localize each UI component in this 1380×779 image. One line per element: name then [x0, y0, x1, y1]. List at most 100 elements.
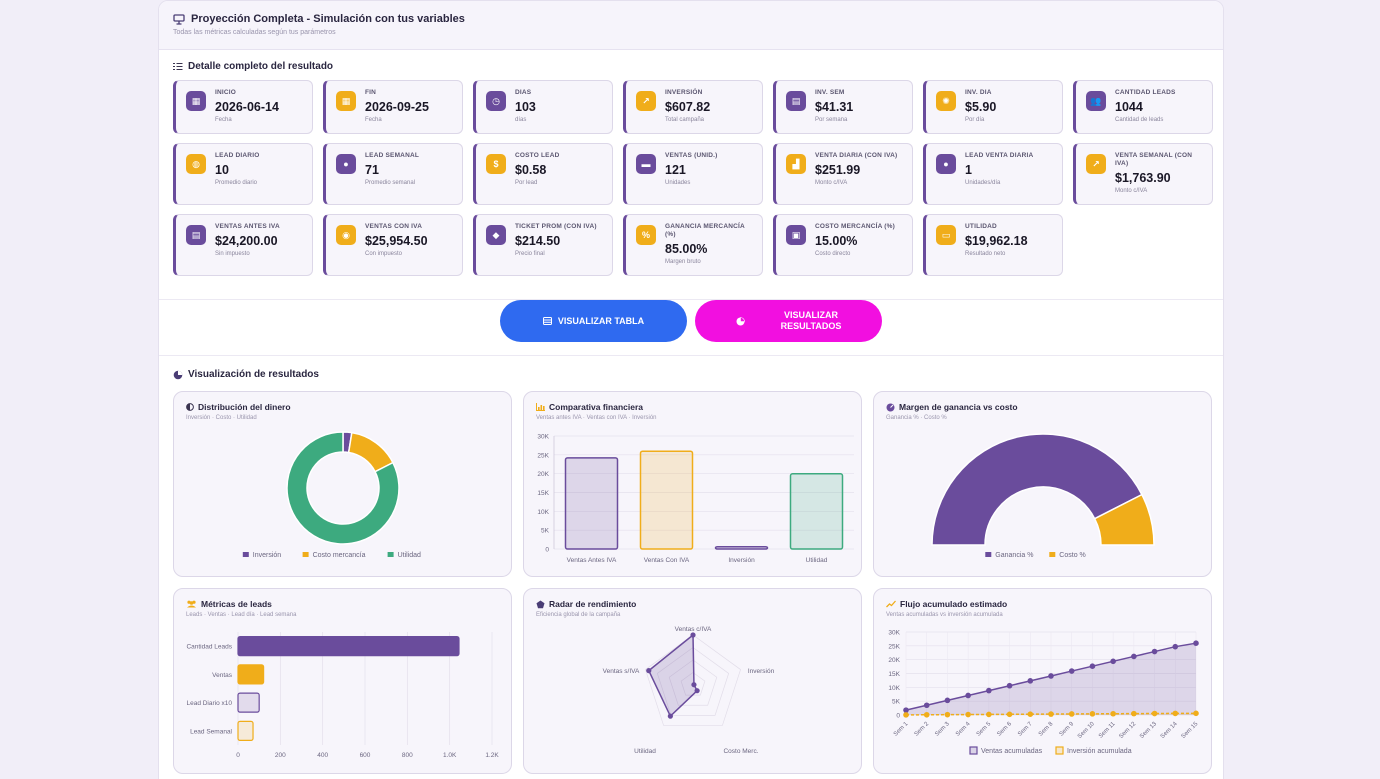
metric-label: COSTO LEAD [515, 152, 560, 159]
metric-card: ◉ VENTAS CON IVA $25,954.50 Con impuesto [323, 214, 463, 276]
sun-icon: ✺ [936, 91, 956, 111]
details-section: Detalle completo del resultado ▦ INICIO 20… [159, 50, 1223, 300]
metric-value: 15.00% [815, 234, 858, 248]
chart-subtitle: Ventas antes IVA · Ventas con IVA · Inve… [536, 415, 657, 421]
panel-subtitle: Todas las métricas calculadas según tus … [173, 29, 336, 36]
x-tick-label: Sem 5 [976, 721, 993, 738]
half-circle-icon [186, 403, 194, 411]
metric-card: ● LEAD SEMANAL 71 Promedio semanal [323, 143, 463, 205]
series-area [906, 643, 1196, 715]
metric-card: ◍ LEAD DIARIO 10 Promedio diario [173, 143, 313, 205]
metric-label: INVERSIÓN [665, 89, 703, 96]
y-tick-label: 0 [545, 547, 549, 554]
visualization-section: Visualización de resultados Inversión Cos… [159, 356, 1223, 774]
metric-label: VENTA DIARIA (CON IVA) [815, 152, 898, 159]
table-icon [542, 317, 552, 325]
coins-icon: ◉ [336, 225, 356, 245]
calendar-week-icon: ▤ [786, 91, 806, 111]
donut-slice [286, 431, 400, 545]
legend-label: Costo % [1059, 552, 1085, 559]
series-point [1193, 640, 1199, 646]
y-tick-label: 5K [541, 528, 550, 535]
radar-icon [536, 600, 545, 609]
legend-label: Inversión [253, 552, 282, 559]
metric-card: ▬ VENTAS (UNID.) 121 Unidades [623, 143, 763, 205]
metric-caption: Con impuesto [365, 251, 403, 257]
users-icon: 👥 [1086, 91, 1106, 111]
legend-swatch [1055, 746, 1064, 755]
metric-value: $24,200.00 [215, 234, 278, 248]
x-tick-label: Sem 6 [996, 721, 1013, 738]
x-tick-label: Sem 13 [1139, 721, 1158, 740]
series-point [1006, 682, 1013, 689]
metric-caption: Unidades [665, 180, 691, 186]
metric-value: $0.58 [515, 163, 547, 177]
chart-line-icon: ↗ [1086, 154, 1106, 174]
gauge-slice [931, 433, 1143, 546]
metric-caption: Por día [965, 117, 985, 123]
action-bar: VISUALIZAR TABLA VISUALIZAR RESULTADOS [159, 300, 1223, 356]
radar-point [694, 688, 700, 694]
visualize-results-button[interactable]: VISUALIZAR RESULTADOS [695, 300, 882, 342]
x-tick-label: Sem 15 [1181, 721, 1200, 740]
metric-card: ◷ DIAS 103 días [473, 80, 613, 134]
metric-value: 1044 [1115, 100, 1143, 114]
metric-card: % GANANCIA MERCANCÍA (%) 85.00% Margen brut… [623, 214, 763, 276]
metric-caption: Costo directo [815, 251, 851, 257]
x-tick-label: 400 [317, 752, 328, 759]
chart-subtitle: Leads · Ventas · Lead día · Lead semana [186, 612, 297, 618]
radar-point [690, 632, 696, 638]
metric-value: $5.90 [965, 100, 997, 114]
gauge-chart: Ganancia % Costo % [931, 433, 1155, 559]
chart-money-distribution: Inversión Costo mercancía Utilidad Distrib… [173, 391, 512, 577]
y-tick-label: 25K [537, 452, 549, 459]
radar-point [691, 682, 697, 688]
series-point [1151, 710, 1158, 717]
series-point [923, 711, 930, 718]
metric-label: GANANCIA MERCANCÍA (%) [665, 223, 745, 238]
y-tick-label: Lead Diario x10 [186, 700, 232, 707]
radar-area [647, 633, 699, 718]
metric-caption: Por lead [515, 180, 538, 186]
cart-icon: ▬ [636, 154, 656, 174]
bar [237, 636, 460, 657]
legend-label: Inversión acumulada [1067, 748, 1132, 755]
metric-value: 1 [965, 163, 972, 177]
radar-label: Ventas c/IVA [675, 626, 712, 633]
x-tick-label: 600 [360, 752, 371, 759]
metric-caption: Sin impuesto [215, 251, 250, 257]
clock-icon: ◷ [486, 91, 506, 111]
chat-icon: ◍ [186, 154, 206, 174]
radar-point [646, 668, 652, 674]
metric-caption: Monto c/IVA [815, 180, 848, 186]
chart-subtitle: Ganancia % · Costo % [886, 415, 947, 421]
legend-swatch [242, 552, 249, 557]
series-point [1131, 710, 1137, 717]
metric-value: 71 [365, 163, 379, 177]
metric-label: VENTAS ANTES IVA [215, 223, 280, 230]
metric-cards: ▦ INICIO 2026-06-14 Fecha ▦ FIN 2026-09-25 Fech… [173, 80, 1213, 276]
metric-value: $25,954.50 [365, 234, 428, 248]
legend-label: Costo mercancía [313, 552, 366, 559]
series-point [923, 702, 930, 709]
series-point [1068, 668, 1075, 674]
metric-label: COSTO MERCANCÍA (%) [815, 223, 895, 230]
metric-value: $19,962.18 [965, 234, 1028, 248]
metric-card: ◆ TICKET PROM (CON IVA) $214.50 Precio fina… [473, 214, 613, 276]
y-tick-label: 20K [888, 657, 900, 664]
visualize-table-button[interactable]: VISUALIZAR TABLA [500, 300, 687, 342]
metric-card: ▟ VENTA DIARIA (CON IVA) $251.99 Monto c/IV… [773, 143, 913, 205]
metric-caption: Unidades/día [965, 180, 1001, 186]
x-tick-label: Inversión [728, 557, 755, 564]
y-tick-label: 20K [537, 471, 549, 478]
y-tick-label: 10K [888, 685, 900, 692]
metric-caption: Fecha [365, 117, 382, 123]
projection-panel: Proyección Completa - Simulación con tus… [158, 0, 1224, 779]
chart-title: Flujo acumulado estimado [900, 599, 1008, 609]
series-point [1048, 673, 1054, 679]
tag-icon: ◆ [486, 225, 506, 245]
dollar-icon: $ [486, 154, 506, 174]
y-tick-label: 30K [537, 434, 549, 441]
metric-caption: Monto c/IVA [1115, 188, 1148, 194]
metric-caption: días [515, 117, 527, 123]
